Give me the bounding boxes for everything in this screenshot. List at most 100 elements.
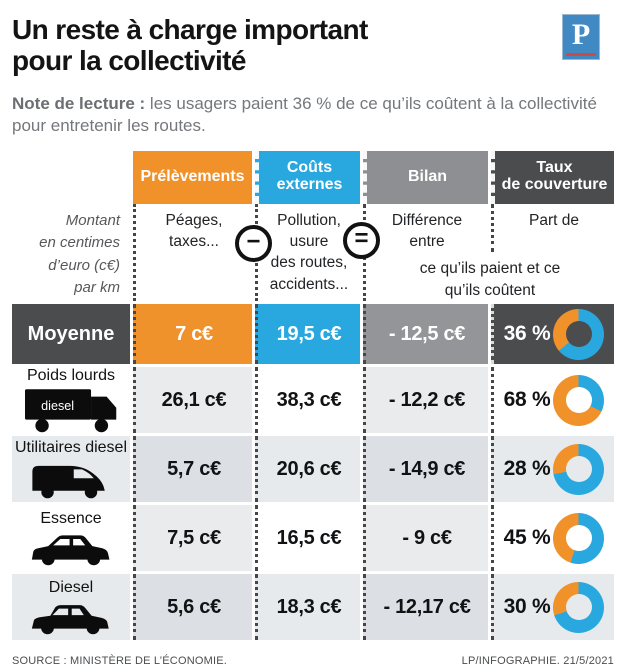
row-label-cell: Diesel [12, 574, 130, 641]
car-icon [28, 529, 114, 566]
equals-operator-icon: = [343, 221, 380, 259]
value-text: 18,3 c€ [276, 595, 342, 618]
coverage-cell: 30 % [491, 574, 614, 641]
row-label-cell: Essence [12, 505, 130, 572]
value-text: 16,5 c€ [276, 526, 342, 549]
donut-hole [565, 456, 592, 483]
page-title: Un reste à charge important pour la coll… [12, 14, 368, 77]
coverage-percent: 28 % [503, 457, 551, 481]
reading-note-text: les usagers paient 36 % de ce qu’ils coû… [12, 93, 597, 136]
row-label: Essence [40, 509, 102, 527]
coverage-donut [553, 581, 605, 633]
coverage-donut [553, 374, 605, 426]
value-text: - 14,9 c€ [388, 457, 466, 480]
value-cell: - 12,2 c€ [363, 367, 488, 434]
truck-icon: diesel [22, 387, 120, 433]
header-spacer [12, 151, 130, 204]
column-header-prelevements: Prélèvements [133, 150, 252, 204]
masthead: Un reste à charge important pour la coll… [12, 14, 614, 77]
donut-hole [565, 594, 592, 621]
row-label-cell: Moyenne [12, 304, 130, 365]
row-label: Moyenne [27, 322, 115, 345]
coverage-percent: 30 % [503, 595, 551, 619]
donut-hole [565, 387, 592, 414]
value-cell: 16,5 c€ [255, 505, 360, 572]
column-header-couts-externes: Coûts externes [255, 150, 360, 204]
donut-hole [565, 321, 592, 348]
value-cell: - 14,9 c€ [363, 436, 488, 503]
agency-credit: LP/INFOGRAPHIE. 21/5/2021 [461, 655, 614, 668]
sub-bilan: Différence entre [363, 203, 488, 253]
value-text: - 12,5 c€ [388, 322, 466, 345]
row-label: Utilitaires diesel [14, 439, 128, 457]
coverage-percent: 45 % [503, 526, 551, 550]
sub-prelevements: Péages, taxes... [133, 203, 252, 302]
unit-label: Montant en centimes d’euro (c€) par km [39, 211, 120, 297]
value-cell: 18,3 c€ [255, 574, 360, 641]
value-cell: 19,5 c€ [255, 304, 360, 365]
coverage-cell: 36 % [491, 304, 614, 365]
donut-hole [565, 525, 592, 552]
value-cell: 7 c€ [133, 304, 252, 365]
coverage-cell: 45 % [491, 505, 614, 572]
coverage-percent: 36 % [503, 322, 551, 346]
title-line2: pour la collectivité [12, 45, 246, 77]
value-cell: - 9 c€ [363, 505, 488, 572]
value-text: 19,5 c€ [276, 322, 342, 345]
logo-red-bar [566, 53, 596, 56]
value-cell: 38,3 c€ [255, 367, 360, 434]
reading-note-label: Note de lecture : [12, 93, 150, 113]
coverage-cell: 28 % [491, 436, 614, 503]
table-row: Utilitaires diesel 5,7 c€ 20,6 c€ - 14,9 c€… [12, 436, 614, 503]
coverage-donut [553, 308, 605, 360]
reading-note: Note de lecture : les usagers paient 36 … [12, 93, 597, 138]
value-text: - 9 c€ [402, 526, 452, 549]
value-text: 38,3 c€ [276, 388, 342, 411]
value-cell: - 12,5 c€ [363, 304, 488, 365]
value-text: - 12,17 c€ [383, 595, 471, 618]
coverage-percent: 68 % [503, 388, 551, 412]
table-header-row: Prélèvements Coûts externes Bilan Taux d… [12, 150, 614, 204]
value-text: 7,5 c€ [167, 526, 221, 549]
van-icon [29, 459, 113, 499]
footer: SOURCE : MINISTÈRE DE L’ÉCONOMIE. LP/INF… [12, 655, 614, 667]
coverage-donut [553, 443, 605, 495]
sub-couts-externes: Pollution, usure des routes, accidents..… [255, 203, 360, 302]
car-icon [28, 598, 114, 635]
source-credit: SOURCE : MINISTÈRE DE L’ÉCONOMIE. [12, 655, 228, 668]
value-cell: 5,7 c€ [133, 436, 252, 503]
row-label-cell: Utilitaires diesel [12, 436, 130, 503]
value-text: - 12,2 c€ [388, 388, 466, 411]
value-text: 5,7 c€ [167, 457, 221, 480]
le-parisien-logo: P [562, 14, 600, 60]
value-cell: - 12,17 c€ [363, 574, 488, 641]
table-subheader: Montant en centimes d’euro (c€) par km P… [12, 203, 614, 302]
table-row: Moyenne 7 c€ 19,5 c€ - 12,5 c€ 36 % [12, 304, 614, 365]
row-label: Diesel [48, 578, 94, 596]
row-label-cell: Poids lourds diesel [12, 367, 130, 434]
value-cell: 7,5 c€ [133, 505, 252, 572]
value-text: 5,6 c€ [167, 595, 221, 618]
coverage-donut [553, 512, 605, 564]
data-table: Prélèvements Coûts externes Bilan Taux d… [12, 150, 614, 641]
table-row: Poids lourds diesel 26,1 c€ 38,3 c€ - 12,2 c… [12, 367, 614, 434]
table-body: Moyenne 7 c€ 19,5 c€ - 12,5 c€ 36 % Poids lou… [12, 304, 614, 641]
value-cell: 20,6 c€ [255, 436, 360, 503]
svg-text:diesel: diesel [41, 399, 74, 413]
logo-letter: P [571, 18, 591, 51]
table-row: Essence 7,5 c€ 16,5 c€ - 9 c€ 45 % [12, 505, 614, 572]
coverage-cell: 68 % [491, 367, 614, 434]
row-label: Poids lourds [26, 367, 116, 385]
value-cell: 5,6 c€ [133, 574, 252, 641]
minus-operator-icon: − [235, 224, 272, 262]
column-header-bilan: Bilan [363, 150, 488, 204]
title-line1: Un reste à charge important [12, 14, 368, 45]
sub-taux: Part de [491, 203, 614, 253]
value-text: 20,6 c€ [276, 457, 342, 480]
value-text: 26,1 c€ [161, 388, 227, 411]
value-text: 7 c€ [175, 322, 213, 345]
table-row: Diesel 5,6 c€ 18,3 c€ - 12,17 c€ 30 % [12, 574, 614, 641]
value-cell: 26,1 c€ [133, 367, 252, 434]
column-header-taux-couverture: Taux de couverture [491, 150, 614, 204]
